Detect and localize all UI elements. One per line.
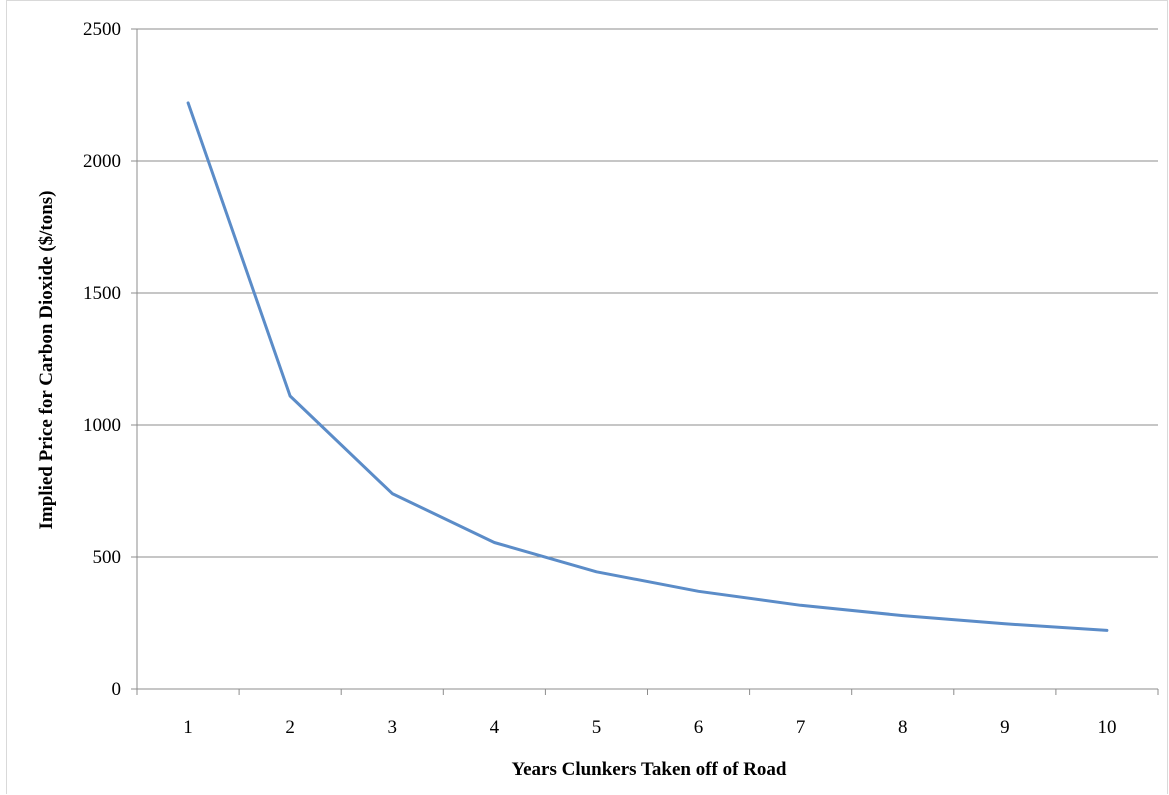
- y-tick-label: 1000: [83, 415, 121, 436]
- x-tick-label: 9: [1000, 717, 1010, 738]
- y-tick-label: 0: [112, 679, 122, 700]
- chart-frame: [6, 0, 1168, 794]
- x-tick-label: 1: [183, 717, 193, 738]
- y-tick-label: 1500: [83, 283, 121, 304]
- axes: [131, 28, 1159, 695]
- x-tick-label: 7: [796, 717, 806, 738]
- y-tick-label: 2000: [83, 151, 121, 172]
- y-tick-label: 2500: [83, 19, 121, 40]
- x-axis-title: Years Clunkers Taken off of Road: [511, 759, 786, 780]
- y-tick-labels: 0 500 1000 1500 2000 2500: [83, 19, 121, 700]
- x-tick-label: 5: [592, 717, 602, 738]
- x-tick-label: 2: [285, 717, 295, 738]
- gridlines: [137, 28, 1158, 558]
- x-tick-labels: 1 2 3 4 5 6 7 8 9 10: [183, 717, 1116, 738]
- y-axis-title: Implied Price for Carbon Dioxide ($/tons…: [36, 191, 57, 530]
- y-tick-label: 500: [93, 547, 122, 568]
- series-lines: [186, 101, 1109, 632]
- x-tick-label: 10: [1097, 717, 1116, 738]
- x-tick-label: 4: [490, 717, 500, 738]
- x-tick-label: 6: [694, 717, 704, 738]
- series-line: [186, 101, 1109, 632]
- x-tick-label: 3: [388, 717, 398, 738]
- x-tick-label: 8: [898, 717, 908, 738]
